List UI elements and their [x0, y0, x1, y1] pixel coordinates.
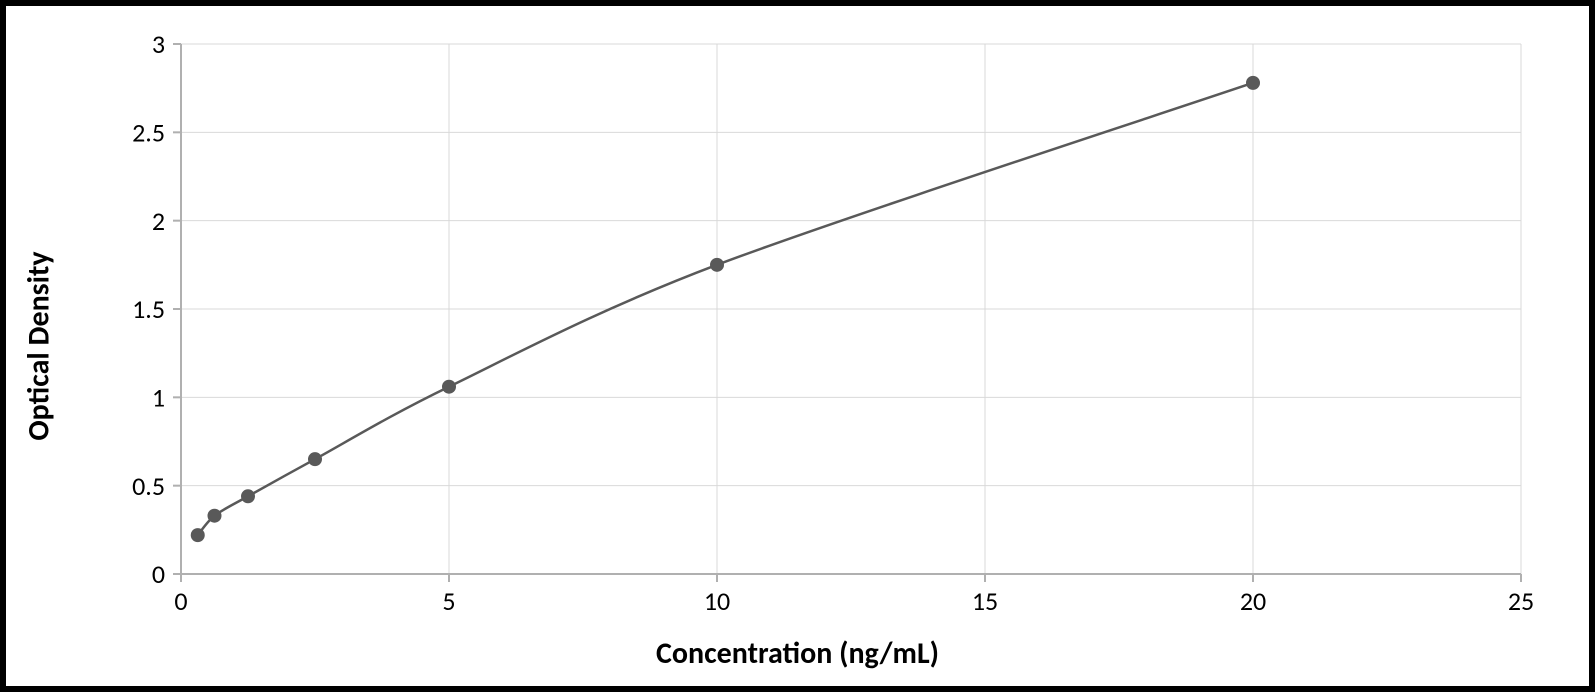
chart-svg: 0 5 10 15 20 25 0 0.5 1 1.5 2 2.5 3	[51, 24, 1544, 668]
y-tick-label: 2.5	[132, 116, 165, 148]
y-tick-label: 1.5	[132, 293, 165, 325]
y-tick-label: 1	[152, 381, 165, 413]
data-marker	[208, 509, 222, 523]
data-marker	[241, 489, 255, 503]
x-axis-label: Concentration (ng/mL)	[656, 635, 939, 672]
y-tick-label: 3	[152, 28, 165, 60]
data-marker	[710, 258, 724, 272]
y-tick-label: 0	[152, 558, 165, 590]
chart-frame: Optical Density 051015202500.511.522.53 …	[0, 0, 1595, 692]
x-tick-label: 25	[1508, 585, 1534, 617]
x-tick-label: 5	[442, 585, 455, 617]
chart-container: Optical Density 051015202500.511.522.53 …	[51, 24, 1544, 668]
x-tick-label: 15	[972, 585, 998, 617]
data-marker	[442, 380, 456, 394]
data-marker	[1246, 76, 1260, 90]
y-tick-label: 0.5	[132, 470, 165, 502]
data-marker	[191, 528, 205, 542]
data-marker	[308, 452, 322, 466]
y-tick-label: 2	[152, 205, 165, 237]
x-tick-label: 10	[704, 585, 730, 617]
x-tick-label: 0	[174, 585, 187, 617]
y-axis-label: Optical Density	[21, 251, 58, 440]
x-tick-label: 20	[1240, 585, 1266, 617]
